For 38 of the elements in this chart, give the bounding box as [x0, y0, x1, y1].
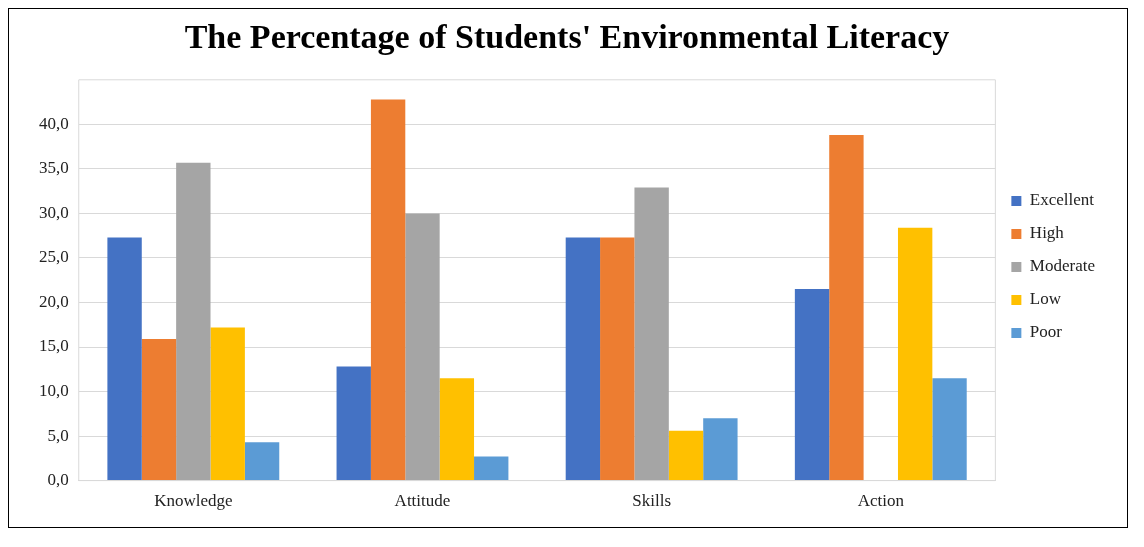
bar	[932, 378, 967, 481]
y-tick-label: 40,0	[39, 113, 69, 133]
bar	[244, 442, 280, 481]
bar	[176, 162, 211, 481]
y-tick-label: 35,0	[39, 158, 69, 178]
y-tick-label: 0,0	[47, 470, 69, 490]
bar	[703, 418, 738, 481]
y-tick-label: 30,0	[39, 202, 69, 222]
chart-title: The Percentage of Students' Environmental Literacy	[184, 18, 950, 56]
x-tick-label: Knowledge	[154, 491, 233, 511]
bar	[600, 237, 635, 481]
y-tick-label: 25,0	[39, 247, 69, 267]
bar	[634, 187, 669, 481]
bar	[565, 237, 601, 481]
bar	[210, 327, 245, 481]
legend-label: Moderate	[1029, 256, 1095, 276]
bar	[370, 99, 406, 481]
x-tick-label: Attitude	[394, 491, 451, 511]
bar	[141, 338, 177, 481]
bar	[405, 213, 440, 481]
y-tick-label: 20,0	[39, 291, 69, 311]
bar	[336, 366, 371, 481]
legend-label: High	[1029, 223, 1065, 243]
bar	[668, 430, 704, 481]
bar	[897, 227, 933, 481]
bar	[107, 237, 142, 481]
legend-label: Low	[1029, 289, 1062, 309]
bar	[474, 456, 509, 481]
bar	[794, 289, 830, 481]
x-tick-label: Skills	[632, 491, 672, 511]
y-tick-label: 10,0	[39, 381, 69, 400]
y-tick-label: 15,0	[39, 336, 69, 356]
bar	[829, 135, 864, 481]
x-tick-label: Action	[857, 491, 905, 511]
bar	[439, 378, 475, 481]
legend-label: Poor	[1029, 322, 1063, 342]
legend-label: Excellent	[1029, 190, 1095, 210]
y-tick-label: 5,0	[47, 425, 69, 445]
